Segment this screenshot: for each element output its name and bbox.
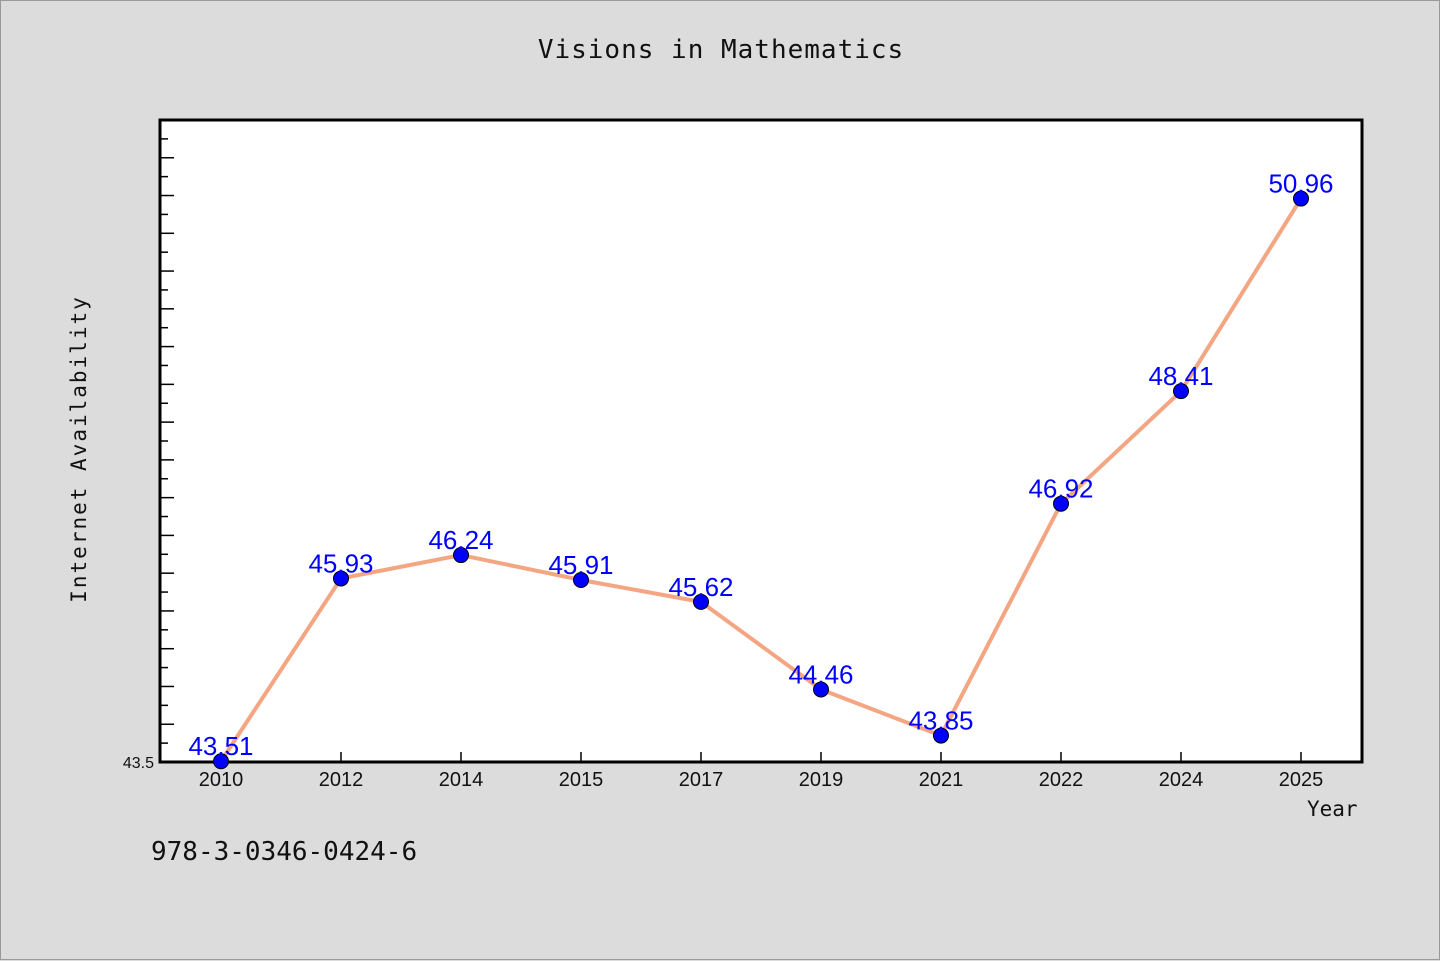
data-label: 46.24	[428, 525, 493, 555]
x-axis-label: Year	[1307, 797, 1358, 821]
x-tick-label: 2022	[1039, 769, 1084, 791]
x-tick-label: 2017	[679, 769, 724, 791]
series-line-group	[219, 197, 1303, 763]
data-labels: 43.51 45.93 46.24 45.91 45.62 44.46 43.85 46.92…	[188, 169, 1333, 762]
data-label: 43.85	[908, 706, 973, 736]
plot-area	[158, 118, 1364, 764]
data-point	[453, 547, 469, 564]
isbn-text: 978-3-0346-0424-6	[151, 837, 418, 867]
data-label: 44.46	[788, 659, 853, 689]
x-tick-label: 2015	[559, 769, 604, 791]
data-point	[333, 570, 349, 587]
x-tick-label: 2012	[319, 769, 364, 791]
chart-title: Visions in Mathematics	[537, 35, 905, 65]
data-label: 45.62	[668, 572, 733, 602]
x-tick-label: 2025	[1279, 769, 1324, 791]
data-point	[1053, 495, 1069, 512]
series-line	[219, 197, 1303, 763]
data-label: 50.96	[1268, 169, 1333, 199]
data-point	[813, 681, 829, 698]
data-label: 45.93	[308, 548, 373, 578]
x-tick-label: 2014	[439, 769, 484, 791]
data-point	[933, 727, 949, 744]
x-tick-label: 2019	[799, 769, 844, 791]
data-markers	[213, 190, 1309, 770]
data-point	[573, 571, 589, 588]
y-axis-ticks: 43.5	[123, 119, 174, 772]
data-point	[213, 753, 229, 770]
data-label: 45.91	[548, 550, 613, 580]
data-label: 43.51	[188, 731, 253, 761]
y-tick-label: 43.5	[123, 755, 154, 772]
x-tick-label: 2024	[1159, 769, 1204, 791]
data-point	[1293, 190, 1309, 207]
x-tick-label: 2010	[199, 769, 244, 791]
data-label: 46.92	[1028, 474, 1093, 504]
data-point	[693, 593, 709, 610]
x-axis-ticks: 2010 2012 2014 2015 2017 2019 2021 2022 2024 2025	[199, 752, 1324, 791]
x-tick-label: 2021	[919, 769, 964, 791]
data-point	[1173, 383, 1189, 400]
data-label: 48.41	[1148, 361, 1213, 391]
